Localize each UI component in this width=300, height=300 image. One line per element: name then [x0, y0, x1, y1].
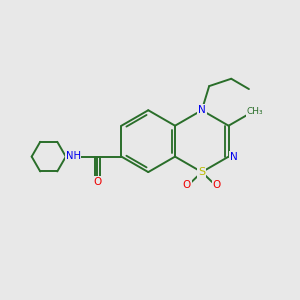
Text: N: N	[230, 152, 238, 162]
Text: CH₃: CH₃	[247, 107, 263, 116]
Text: S: S	[198, 167, 206, 177]
Text: NH: NH	[66, 151, 81, 161]
Text: O: O	[94, 177, 102, 187]
Text: N: N	[198, 105, 206, 115]
Text: O: O	[213, 180, 221, 190]
Text: O: O	[183, 180, 191, 190]
